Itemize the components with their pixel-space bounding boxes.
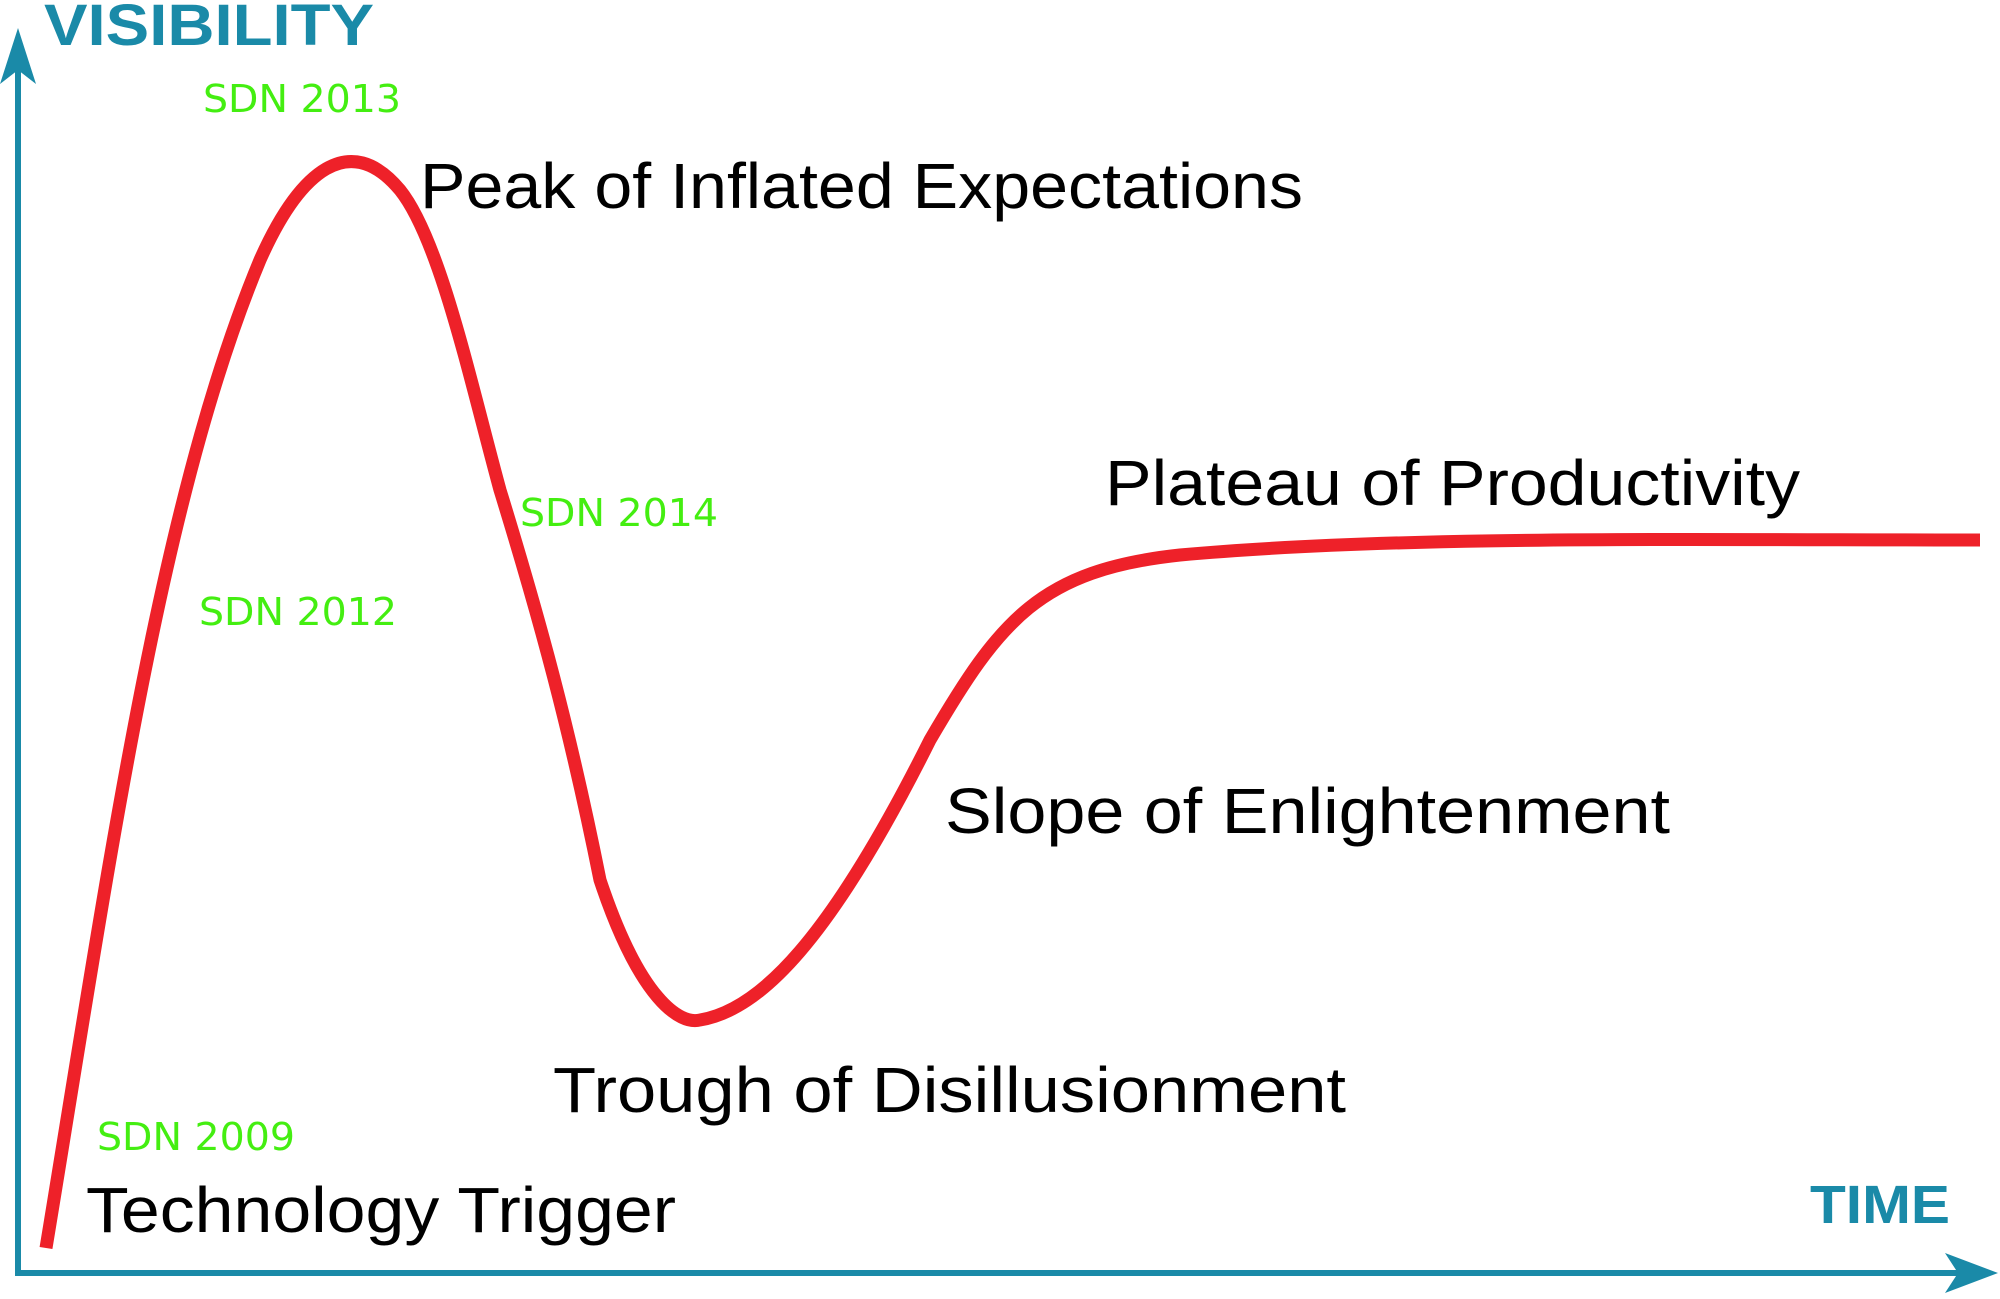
x-axis-arrowhead — [1945, 1253, 1998, 1293]
phase-labels: Technology Trigger Peak of Inflated Expe… — [86, 150, 1800, 1246]
phase-label-trough: Trough of Disillusionment — [553, 1054, 1346, 1126]
marker-sdn-2014: SDN 2014 — [520, 491, 718, 535]
y-axis-arrowhead — [0, 28, 36, 84]
marker-sdn-2013: SDN 2013 — [203, 77, 401, 121]
x-axis-title: TIME — [1810, 1175, 1950, 1235]
sdn-markers: SDN 2009 SDN 2012 SDN 2013 SDN 2014 — [97, 77, 718, 1159]
marker-sdn-2012: SDN 2012 — [199, 590, 397, 634]
marker-sdn-2009: SDN 2009 — [97, 1115, 295, 1159]
phase-label-plateau: Plateau of Productivity — [1105, 447, 1800, 519]
y-axis-title: VISIBILITY — [44, 0, 374, 58]
hype-curve — [39, 155, 1981, 1250]
axes — [0, 28, 1998, 1293]
phase-label-slope: Slope of Enlightenment — [945, 775, 1670, 847]
phase-label-trigger: Technology Trigger — [86, 1174, 676, 1246]
phase-label-peak: Peak of Inflated Expectations — [420, 150, 1303, 222]
